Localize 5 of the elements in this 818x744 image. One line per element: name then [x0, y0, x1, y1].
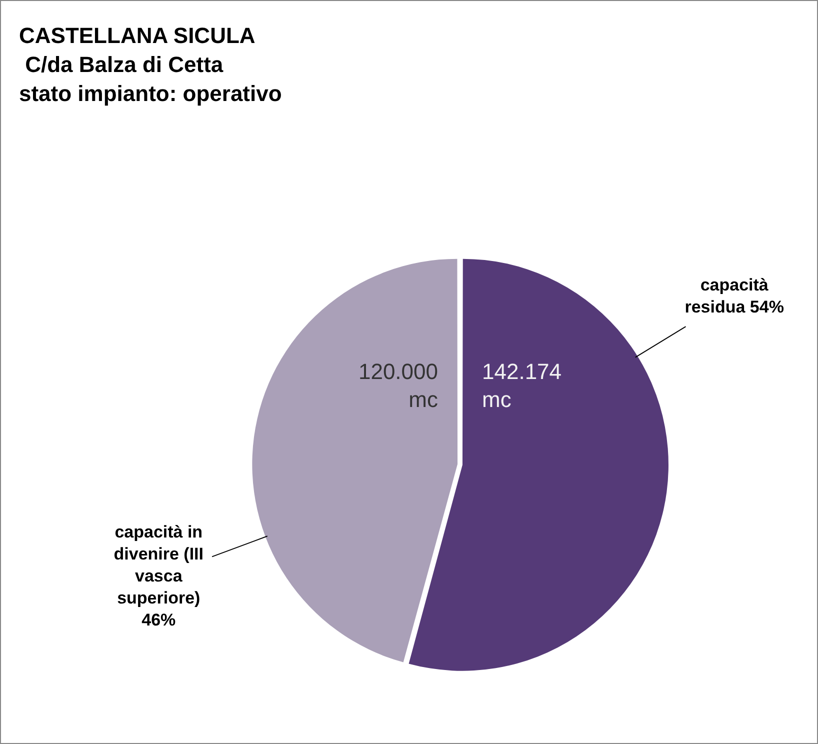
data-label: 120.000 mc — [358, 359, 438, 412]
data-label: 142.174 mc — [482, 359, 562, 412]
slice-label: capacità residua 54% — [684, 276, 784, 317]
slice-label: capacità in divenire (III vasca superiore) 46% — [114, 522, 204, 630]
chart-title: CASTELLANA SICULA C/da Balza di Cetta stato impianto: operativo — [19, 22, 282, 108]
